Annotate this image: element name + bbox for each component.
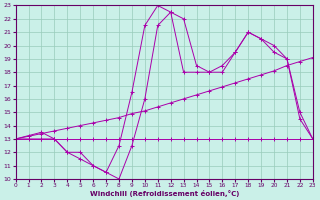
X-axis label: Windchill (Refroidissement éolien,°C): Windchill (Refroidissement éolien,°C) — [90, 190, 239, 197]
